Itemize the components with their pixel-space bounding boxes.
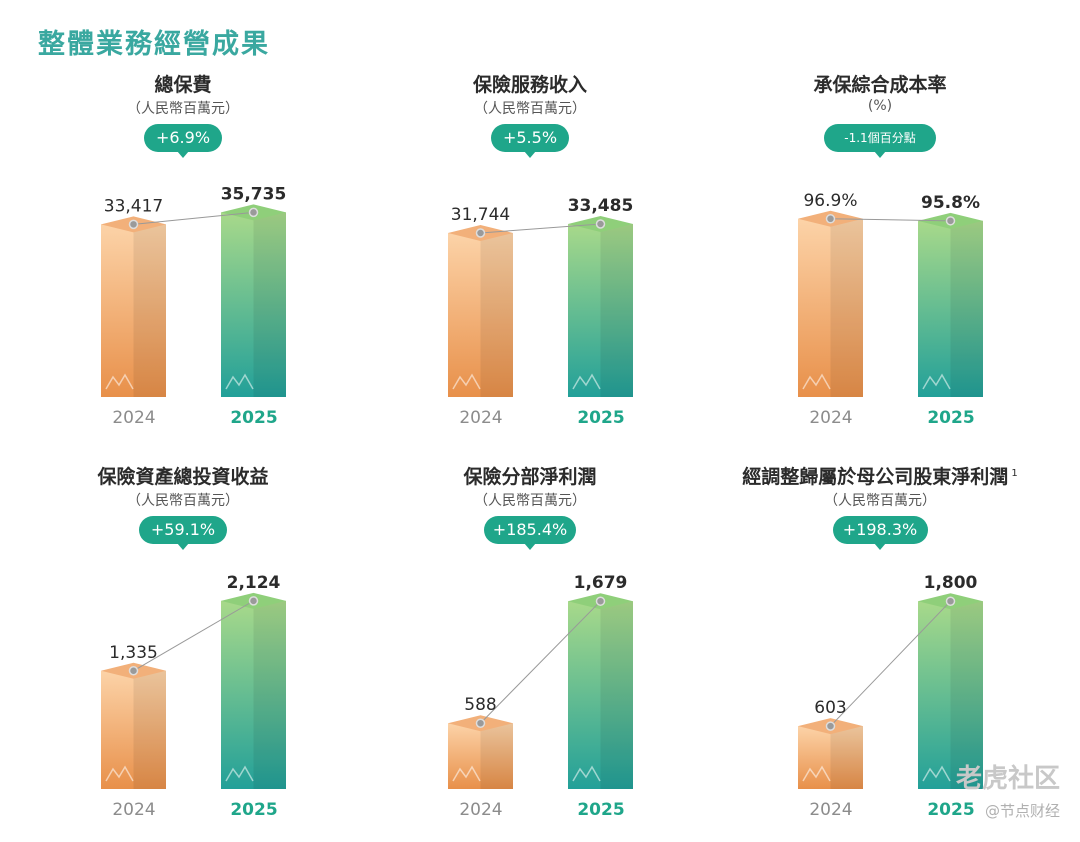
chart-title-text: 承保綜合成本率 (813, 74, 947, 96)
bar-2025 (568, 593, 633, 789)
year-label-2024: 2024 (459, 408, 503, 428)
bar-2025 (221, 204, 286, 397)
chart-title: 總保費 (33, 70, 333, 97)
footnote-marker: 1 (1011, 467, 1018, 479)
value-label-2025: 35,735 (221, 184, 287, 204)
trend-point (595, 596, 606, 606)
chart-title-text: 總保費 (154, 74, 212, 96)
bar-chart: 603 1,800 (798, 573, 983, 789)
value-label-2025: 1,679 (574, 573, 628, 593)
year-label-2025: 2025 (230, 800, 278, 820)
bar-2024 (101, 216, 166, 397)
year-label-2025: 2025 (577, 800, 625, 820)
bar-chart: 31,744 33,485 (448, 196, 634, 397)
year-label-2025: 2025 (577, 408, 625, 428)
chart-panel: 保險服務收入 （人民幣百萬元） +5.5% 31,744 33,485 2024 2025 (380, 70, 680, 450)
value-label-2024: 1,335 (109, 643, 158, 663)
chart-title: 經調整歸屬於母公司股東淨利潤 1 (730, 462, 1030, 489)
bar-chart: 33,417 35,735 (101, 184, 287, 397)
value-label-2024: 603 (814, 698, 846, 718)
value-label-2025: 1,800 (924, 573, 978, 593)
chart-title: 承保綜合成本率 (730, 70, 1030, 97)
bar-2024 (798, 718, 863, 789)
trend-point (128, 219, 139, 230)
change-badge: +198.3% (832, 516, 928, 550)
trend-line (133, 211, 254, 225)
trend-point (128, 666, 139, 676)
chart-title-text: 保險分部淨利潤 (463, 466, 597, 488)
change-badge: +6.9% (144, 124, 222, 158)
value-label-2024: 96.9% (803, 191, 857, 211)
chart-unit: （人民幣百萬元） (474, 101, 586, 117)
chart-title: 保險資產總投資收益 (33, 462, 333, 489)
year-label-2024: 2024 (809, 800, 853, 820)
bar-2025 (918, 593, 983, 789)
value-label-2025: 33,485 (568, 196, 634, 216)
chart-panel: 經調整歸屬於母公司股東淨利潤 1 （人民幣百萬元） +198.3% 603 1,800 20… (730, 462, 1030, 842)
change-badge: +5.5% (491, 124, 569, 158)
chart-title: 保險分部淨利潤 (380, 462, 680, 489)
chart-title-text: 經調整歸屬於母公司股東淨利潤 (742, 466, 1009, 488)
trend-point (825, 721, 836, 731)
bar-2025 (221, 592, 286, 789)
chart-title-text: 保險資產總投資收益 (97, 466, 269, 488)
year-label-2025: 2025 (927, 800, 975, 820)
bar-chart: 96.9% 95.8% (798, 191, 983, 397)
trend-point (248, 596, 259, 606)
chart-panel: 保險資產總投資收益 （人民幣百萬元） +59.1% 1,335 2,124 2024 202… (33, 462, 333, 842)
value-label-2024: 31,744 (451, 205, 510, 225)
trend-line (830, 218, 951, 222)
trend-point (945, 216, 956, 226)
year-label-2024: 2024 (112, 800, 156, 820)
trend-point (825, 214, 836, 224)
value-label-2025: 2,124 (227, 573, 281, 593)
bar-2024 (448, 715, 513, 789)
value-label-2025: 95.8% (921, 193, 980, 213)
year-label-2024: 2024 (112, 408, 156, 428)
trend-point (595, 219, 606, 229)
watermark-logo: 老虎社区 (955, 764, 1060, 794)
chart-title-text: 保險服務收入 (472, 74, 587, 96)
change-badge: +59.1% (139, 516, 227, 550)
trend-line (830, 600, 951, 727)
trend-point (475, 718, 486, 728)
year-label-2025: 2025 (230, 408, 278, 428)
change-badge: -1.1個百分點 (824, 124, 936, 158)
chart-unit: (%) (867, 98, 893, 114)
trend-point (248, 207, 259, 218)
trend-line (480, 600, 601, 724)
chart-panel: 承保綜合成本率 (%) -1.1個百分點 96.9% 95.8% 2024 2025 (730, 70, 1030, 450)
year-label-2024: 2024 (809, 408, 853, 428)
change-badge: +185.4% (484, 516, 576, 550)
bar-2025 (918, 212, 983, 397)
page-title: 整體業務經營成果 (38, 29, 270, 60)
bar-chart: 588 1,679 (448, 573, 633, 789)
year-label-2024: 2024 (459, 800, 503, 820)
watermark-handle: @节点财经 (984, 802, 1060, 820)
trend-line (480, 223, 601, 234)
trend-point (475, 228, 486, 238)
chart-title: 保險服務收入 (380, 70, 680, 97)
bar-2025 (568, 215, 633, 397)
trend-line (133, 600, 254, 672)
chart-panel: 總保費 （人民幣百萬元） +6.9% 33,417 35,735 2024 2025 (33, 70, 333, 450)
year-label-2025: 2025 (927, 408, 975, 428)
bar-2024 (798, 210, 863, 397)
chart-unit: （人民幣百萬元） (824, 493, 936, 509)
value-label-2024: 588 (464, 695, 496, 715)
chart-unit: （人民幣百萬元） (127, 493, 239, 509)
chart-panel: 保險分部淨利潤 （人民幣百萬元） +185.4% 588 1,679 2024 2025 (380, 462, 680, 842)
value-label-2024: 33,417 (104, 196, 163, 216)
chart-unit: （人民幣百萬元） (127, 101, 239, 117)
bar-2024 (101, 662, 166, 789)
chart-unit: （人民幣百萬元） (474, 493, 586, 509)
trend-point (945, 596, 956, 606)
bar-2024 (448, 224, 513, 397)
bar-chart: 1,335 2,124 (101, 573, 286, 789)
